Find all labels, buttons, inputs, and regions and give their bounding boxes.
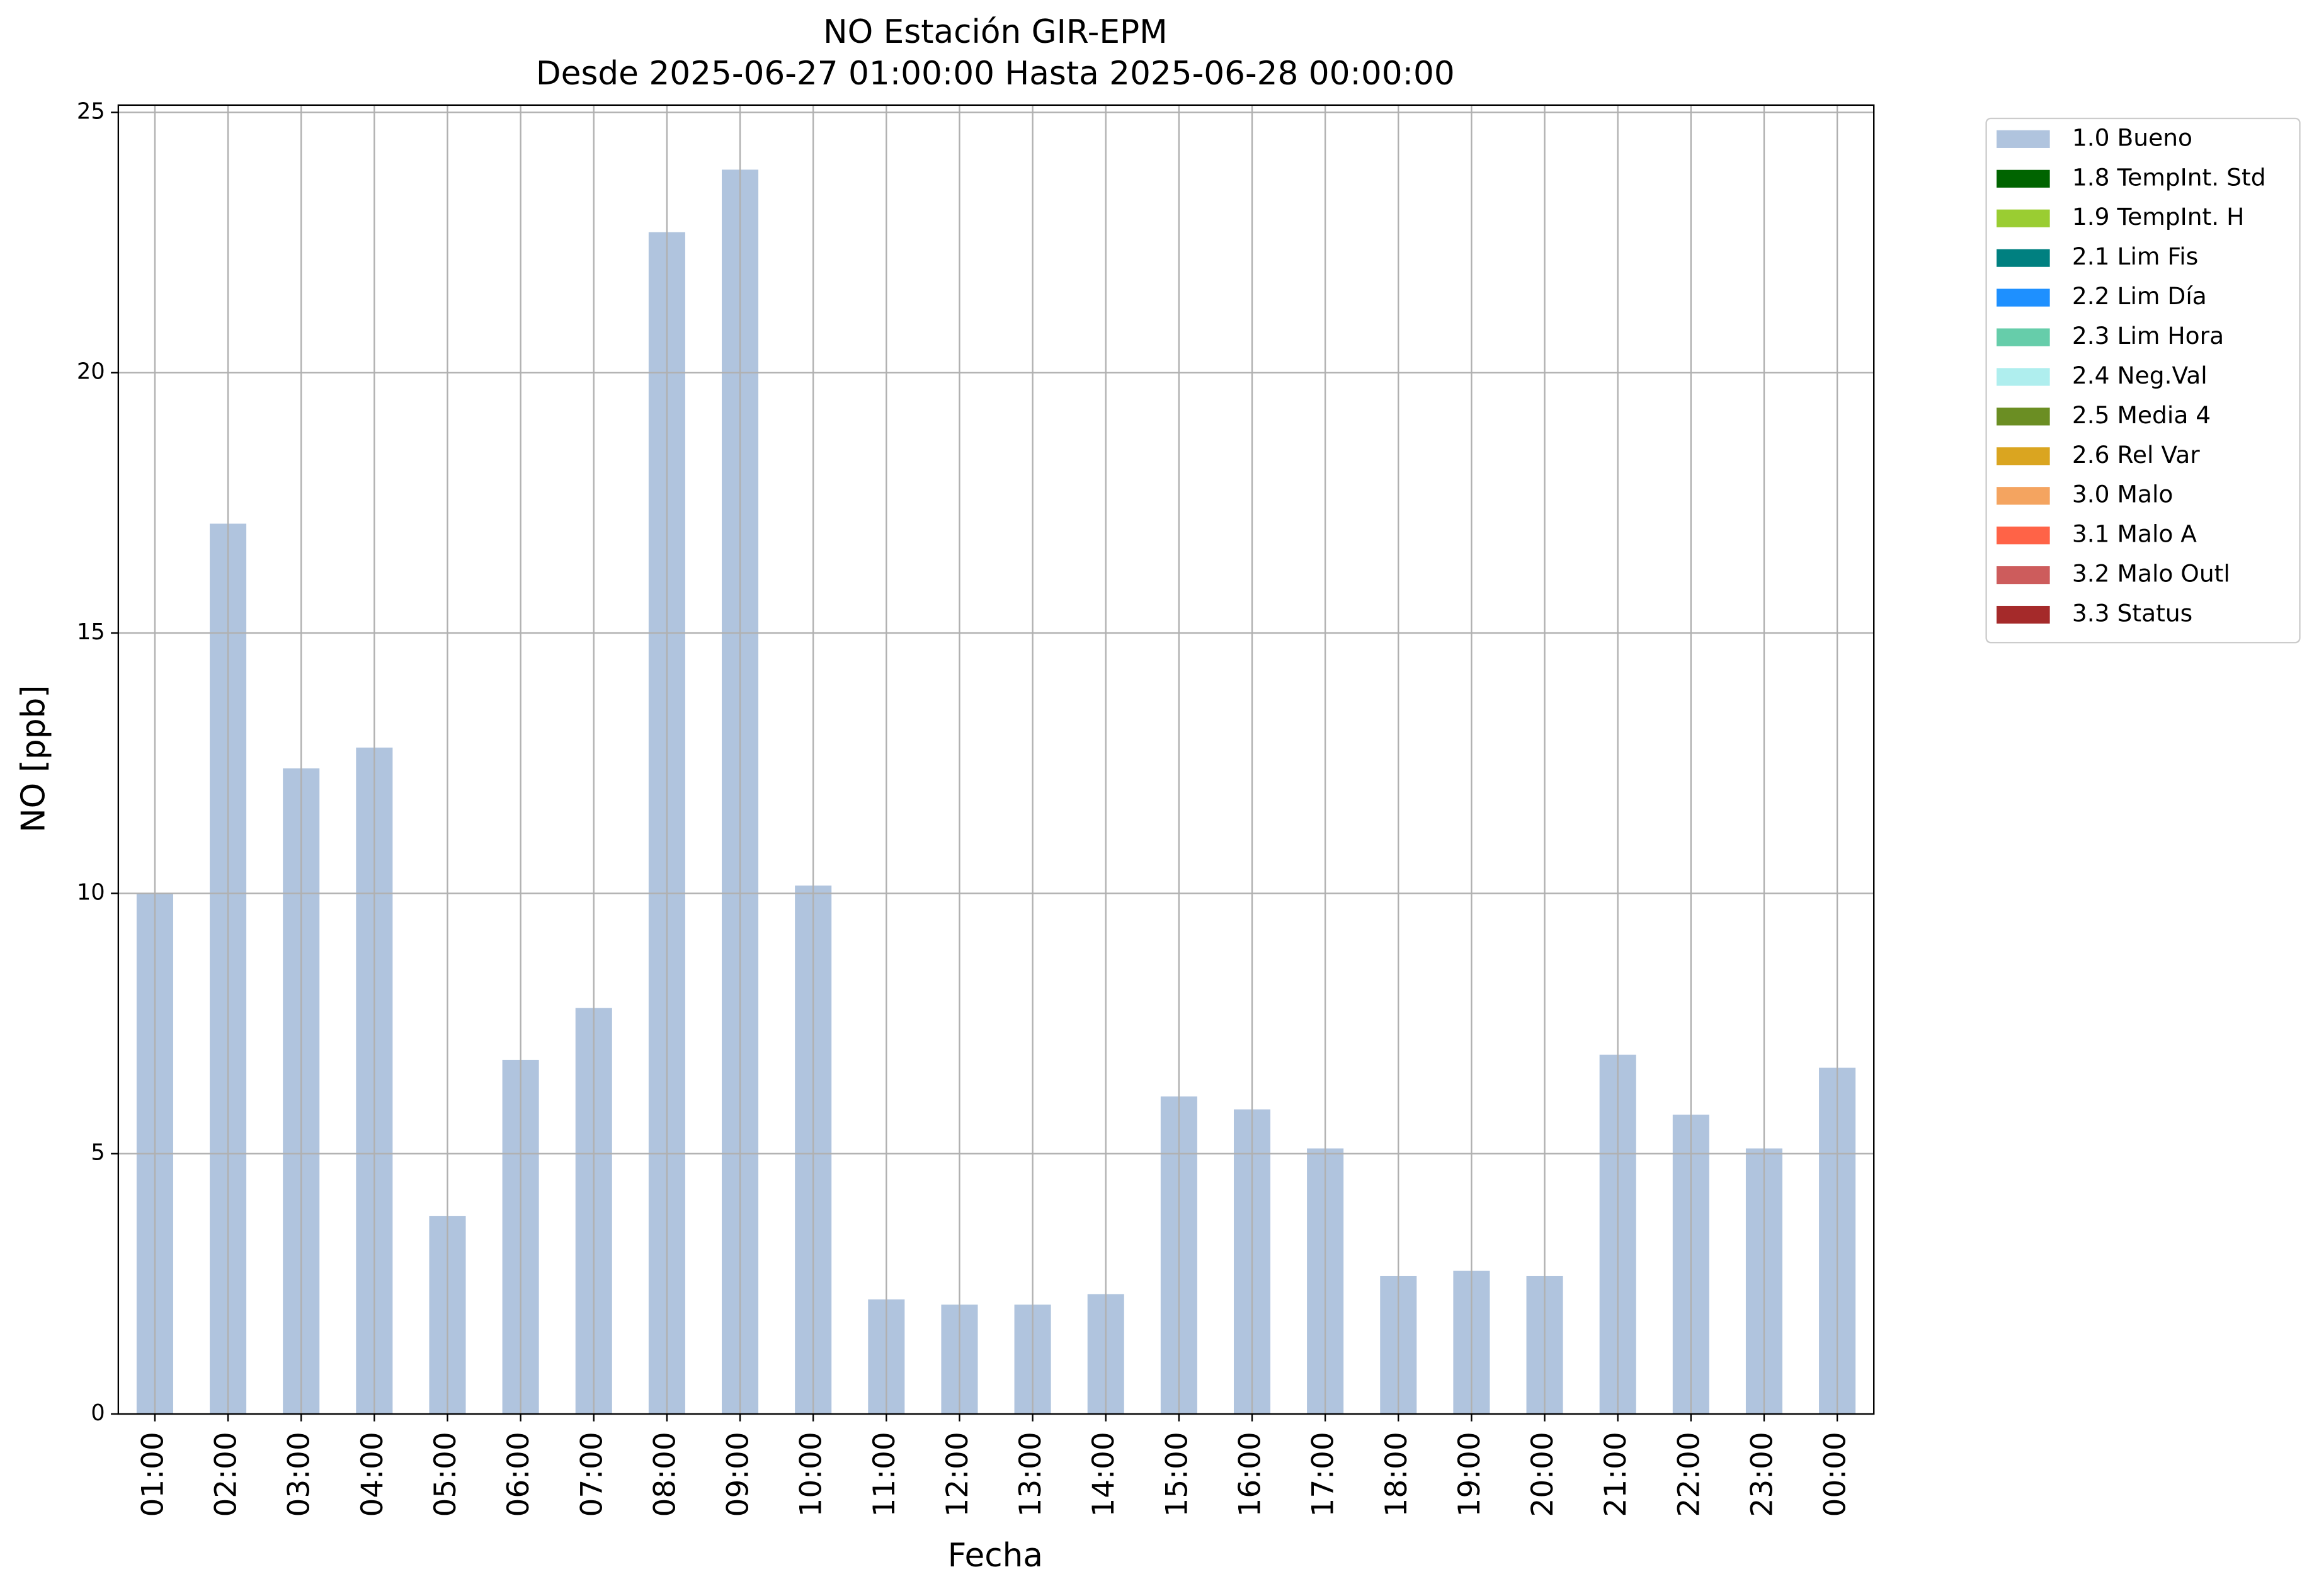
x-tick-label: 23:00	[1745, 1432, 1779, 1517]
legend-swatch	[1997, 169, 2050, 188]
x-tick-label: 09:00	[721, 1432, 756, 1517]
x-tick-label: 02:00	[209, 1432, 244, 1517]
legend-swatch	[1997, 566, 2050, 584]
legend-label: 2.6 Rel Var	[2072, 441, 2200, 469]
legend-label: 3.0 Malo	[2072, 481, 2174, 508]
chart-subtitle: Desde 2025-06-27 01:00:00 Hasta 2025-06-…	[536, 55, 1455, 93]
legend-label: 2.4 Neg.Val	[2072, 362, 2208, 389]
x-tick-label: 10:00	[794, 1432, 829, 1517]
x-tick-label: 12:00	[940, 1432, 975, 1517]
x-tick-label: 15:00	[1160, 1432, 1194, 1517]
y-tick-label: 10	[77, 879, 105, 905]
legend-label: 3.3 Status	[2072, 600, 2192, 627]
legend-label: 2.2 Lim Día	[2072, 282, 2207, 310]
legend-swatch	[1997, 368, 2050, 386]
x-tick-label: 18:00	[1379, 1432, 1414, 1517]
y-tick-label: 20	[77, 359, 105, 385]
legend-swatch	[1997, 408, 2050, 426]
x-tick-label: 03:00	[282, 1432, 317, 1517]
legend-swatch	[1997, 527, 2050, 545]
legend-swatch	[1997, 288, 2050, 307]
y-tick-label: 0	[91, 1400, 105, 1426]
legend-label: 3.2 Malo Outl	[2072, 560, 2230, 588]
legend-swatch	[1997, 447, 2050, 465]
x-tick-label: 17:00	[1306, 1432, 1341, 1517]
legend-label: 2.5 Media 4	[2072, 401, 2211, 429]
y-tick-label: 5	[91, 1140, 105, 1166]
x-tick-label: 21:00	[1598, 1432, 1633, 1517]
legend-swatch	[1997, 249, 2050, 267]
x-tick-label: 05:00	[428, 1432, 463, 1517]
legend-swatch	[1997, 487, 2050, 505]
y-axis-label: NO [ppb]	[14, 685, 52, 833]
plot-frame	[117, 104, 1875, 1415]
x-tick-label: 14:00	[1086, 1432, 1121, 1517]
x-tick-label: 08:00	[647, 1432, 682, 1517]
x-tick-label: 01:00	[135, 1432, 170, 1517]
x-tick-label: 04:00	[355, 1432, 390, 1517]
x-tick-label: 11:00	[867, 1432, 902, 1517]
legend-label: 3.1 Malo A	[2072, 520, 2197, 548]
legend-label: 2.3 Lim Hora	[2072, 322, 2224, 350]
legend-label: 1.9 TempInt. H	[2072, 203, 2245, 231]
legend-swatch	[1997, 130, 2050, 148]
x-tick-label: 22:00	[1672, 1432, 1706, 1517]
y-tick-label: 25	[77, 98, 105, 124]
legend-label: 2.1 Lim Fis	[2072, 242, 2198, 270]
x-tick-label: 13:00	[1013, 1432, 1048, 1517]
y-tick-label: 15	[77, 619, 105, 645]
legend-label: 1.8 TempInt. Std	[2072, 163, 2266, 191]
chart-title: NO Estación GIR-EPM	[823, 13, 1168, 51]
x-tick-label: 07:00	[574, 1432, 609, 1517]
legend-box	[1985, 117, 2301, 644]
x-tick-label: 00:00	[1818, 1432, 1853, 1517]
legend-label: 1.0 Bueno	[2072, 123, 2192, 151]
legend-swatch	[1997, 209, 2050, 227]
x-tick-label: 19:00	[1452, 1432, 1487, 1517]
x-axis-label: Fecha	[948, 1537, 1043, 1575]
legend-swatch	[1997, 605, 2050, 624]
x-tick-label: 16:00	[1233, 1432, 1268, 1517]
legend-swatch	[1997, 328, 2050, 346]
x-tick-label: 06:00	[501, 1432, 536, 1517]
x-tick-label: 20:00	[1525, 1432, 1560, 1517]
